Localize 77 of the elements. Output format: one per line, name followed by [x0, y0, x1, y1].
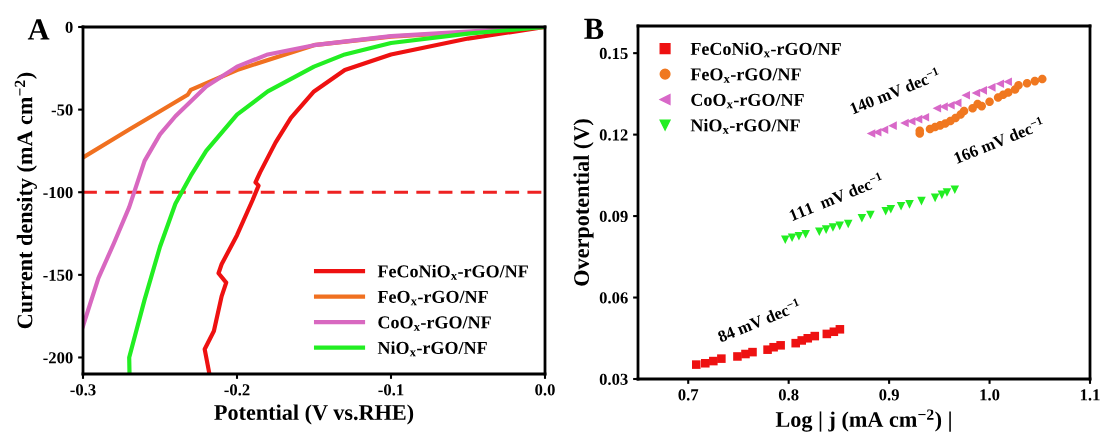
x-axis-title: Log | j (mA cm$^{−2}$) |: [775, 409, 951, 432]
x-tick-label: -0.2: [224, 384, 250, 396]
point: [1022, 79, 1032, 88]
point: [886, 205, 896, 214]
annotation: 140 mV dec$^{−1}$: [848, 66, 941, 115]
point: [857, 213, 867, 223]
point: [995, 79, 1005, 89]
point: [1030, 76, 1040, 86]
point: [691, 360, 701, 369]
x-tick-label: 0.9: [879, 389, 899, 401]
legend-label: FeO$_{x}$-rGO/NF: [377, 290, 488, 306]
point: [959, 106, 969, 116]
point: [709, 356, 718, 366]
x-tick-label: 0.7: [678, 389, 699, 401]
y-tick-label: 0.15: [599, 47, 628, 60]
x-tick-label: -0.1: [378, 384, 404, 396]
point: [801, 229, 810, 239]
x-tick-label: 0.8: [778, 389, 799, 401]
point: [986, 83, 996, 92]
point: [896, 202, 906, 211]
x-axis-title: Potential (V vs.RHE): [214, 404, 414, 425]
point: [971, 88, 981, 98]
point: [1003, 77, 1012, 86]
annotation: 111 mV dec$^{−1}$: [788, 172, 885, 222]
x-tick-label: 0.0: [535, 384, 555, 396]
y-axis-title: Overpotential (V): [573, 119, 594, 286]
point: [835, 325, 845, 334]
point: [932, 104, 942, 113]
annotation: 166 mV dec$^{−1}$: [952, 116, 1045, 164]
point: [835, 221, 844, 231]
point: [780, 235, 790, 244]
point: [794, 231, 804, 241]
legend-label: CoO$_{x}$-rGO/NF: [691, 93, 804, 109]
y-tick-label: 0.09: [599, 210, 628, 223]
y-tick-label: 0: [65, 21, 73, 33]
annotation: 84 mV dec$^{−1}$: [716, 297, 802, 343]
point: [900, 118, 909, 128]
point: [1003, 88, 1013, 97]
legend-label: NiO$_{x}$-rGO/NF: [690, 118, 800, 134]
y-tick-label: -100: [43, 186, 73, 199]
point: [977, 101, 986, 111]
point: [828, 223, 838, 232]
point: [961, 90, 971, 100]
point: [803, 333, 813, 343]
y-tick-label: -200: [43, 352, 73, 364]
chart-title: A: [27, 19, 50, 40]
point: [1014, 80, 1023, 90]
point: [821, 225, 831, 234]
y-tick-label: 0.03: [599, 373, 628, 386]
x-tick-label: 1.1: [1080, 389, 1100, 401]
x-tick-label: 1.0: [980, 389, 1000, 401]
point: [843, 219, 853, 229]
y-tick-label: -150: [43, 269, 73, 281]
legend-label: FeCoNiO$_{x}$-rGO/NF: [690, 42, 841, 58]
point: [717, 354, 726, 363]
x-tick-label: -0.3: [70, 384, 96, 396]
point: [946, 101, 955, 110]
point: [888, 121, 897, 130]
chart-title: B: [584, 18, 604, 39]
point: [733, 352, 742, 361]
point: [942, 188, 952, 197]
legend-label: NiO$_{x}$-rGO/NF: [377, 341, 487, 357]
point: [776, 341, 785, 350]
point: [917, 196, 926, 206]
y-tick-label: 0.12: [599, 129, 628, 141]
point: [905, 200, 914, 209]
point: [1038, 74, 1047, 84]
y-tick-label: 0.06: [599, 292, 628, 304]
point: [701, 358, 710, 368]
legend-label: CoO$_{x}$-rGO/NF: [378, 316, 491, 331]
y-axis-title: Current density (mA cm$^{−2}$): [14, 72, 37, 329]
point: [748, 347, 757, 357]
legend-label: FeCoNiO$_{x}$-rGO/NF: [377, 264, 528, 280]
y-tick-label: -50: [51, 104, 73, 116]
point: [985, 97, 994, 107]
legend-label: FeO$_{x}$-rGO/NF: [690, 68, 801, 83]
point: [950, 185, 960, 195]
